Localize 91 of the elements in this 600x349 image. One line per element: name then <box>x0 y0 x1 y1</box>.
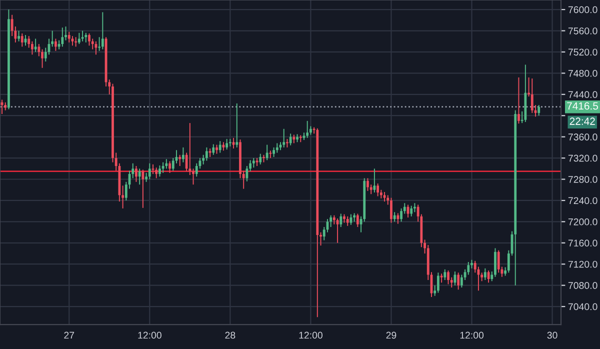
candlestick <box>182 146 184 163</box>
candlestick <box>205 146 208 162</box>
candlestick <box>61 27 64 48</box>
candlestick <box>393 212 396 222</box>
x-tick-label: 28 <box>225 332 236 339</box>
y-tick-label: 7040.0 <box>568 303 598 310</box>
candlestick <box>218 140 222 154</box>
candlestick <box>71 36 74 46</box>
candlestick <box>78 32 80 45</box>
candlestick <box>410 205 413 217</box>
candlestick <box>142 169 144 208</box>
x-tick-label: 12:00 <box>138 332 162 339</box>
x-tick-label: 12:00 <box>460 332 484 339</box>
candlestick <box>414 202 416 213</box>
y-tick-label: 7520.0 <box>568 48 598 56</box>
ref-line-label: 7416.5 <box>567 102 598 110</box>
candlestick <box>262 154 265 163</box>
candlestick <box>494 248 496 278</box>
text: 22:42 <box>570 118 595 125</box>
candlestick <box>444 268 446 281</box>
candlestick <box>259 153 262 165</box>
candlestick <box>135 166 138 182</box>
candlestick <box>246 166 248 182</box>
candlestick <box>34 38 37 52</box>
candlestick <box>212 144 215 156</box>
candlestick <box>373 168 376 193</box>
y-tick-label: 7600.0 <box>568 6 598 14</box>
candlestick <box>276 142 278 154</box>
candlestick <box>370 184 372 195</box>
y-tick-label: 7160.0 <box>568 240 598 247</box>
candlestick <box>286 138 288 148</box>
candlestick <box>484 268 486 281</box>
candlestick <box>38 44 40 57</box>
candlestick <box>158 164 161 178</box>
candlestick <box>162 162 164 174</box>
candlestick <box>74 36 78 48</box>
candlestick <box>232 137 235 149</box>
candlestick <box>383 192 386 202</box>
candlestick <box>356 213 359 228</box>
candlestick <box>366 178 369 192</box>
candlestick <box>18 30 20 42</box>
candlestick <box>252 158 255 168</box>
candlestick <box>226 138 228 150</box>
candlestick <box>138 168 141 186</box>
candlestick <box>20 32 24 48</box>
candlestick <box>236 102 238 148</box>
candlestick <box>188 122 192 176</box>
candlestick <box>266 144 268 161</box>
candlestick <box>390 197 392 224</box>
candlestick <box>376 183 380 197</box>
y-tick-label: 7080.0 <box>568 282 598 289</box>
x-tick-label: 29 <box>386 332 396 339</box>
x-tick-label: 27 <box>64 332 74 339</box>
candlestick <box>447 270 450 285</box>
candlestick <box>340 213 342 228</box>
candlestick <box>165 158 168 170</box>
candlestick <box>228 138 232 147</box>
candlestick <box>155 167 158 179</box>
candlestick <box>457 272 460 290</box>
y-tick-label: 7240.0 <box>568 197 598 204</box>
y-tick-label: 7120.0 <box>568 260 598 268</box>
y-tick-label: 7480.0 <box>568 70 598 77</box>
candlestick <box>518 76 520 124</box>
candlestick <box>168 160 171 174</box>
candlestick <box>440 273 443 284</box>
y-tick-label: 7320.0 <box>568 154 598 162</box>
candlestick <box>289 133 292 146</box>
candlestick <box>497 250 500 274</box>
candlestick <box>148 162 151 180</box>
candlestick <box>538 104 540 116</box>
y-tick-label: 7560.0 <box>568 27 598 34</box>
candlestick <box>346 216 349 226</box>
y-tick-label: 7280.0 <box>568 176 598 183</box>
candlestick <box>54 38 57 52</box>
candlestick <box>272 146 275 158</box>
y-tick-label: 7200.0 <box>568 218 598 226</box>
candlestick <box>101 12 104 50</box>
candlestick <box>178 154 182 166</box>
candlestick <box>282 128 286 148</box>
x-tick-label: 12:00 <box>299 332 322 339</box>
x-tick-label: 30 <box>547 332 558 339</box>
candlestick <box>84 32 88 43</box>
candlestick <box>88 32 90 46</box>
candlestick <box>436 272 440 294</box>
candlestick <box>530 78 534 114</box>
candlestick <box>306 120 309 138</box>
y-tick-label: 7440.0 <box>568 91 598 98</box>
y-tick-label: 7360.0 <box>568 134 598 140</box>
candlestick <box>396 212 400 224</box>
candlestick <box>68 31 70 43</box>
candlestick <box>216 144 218 154</box>
